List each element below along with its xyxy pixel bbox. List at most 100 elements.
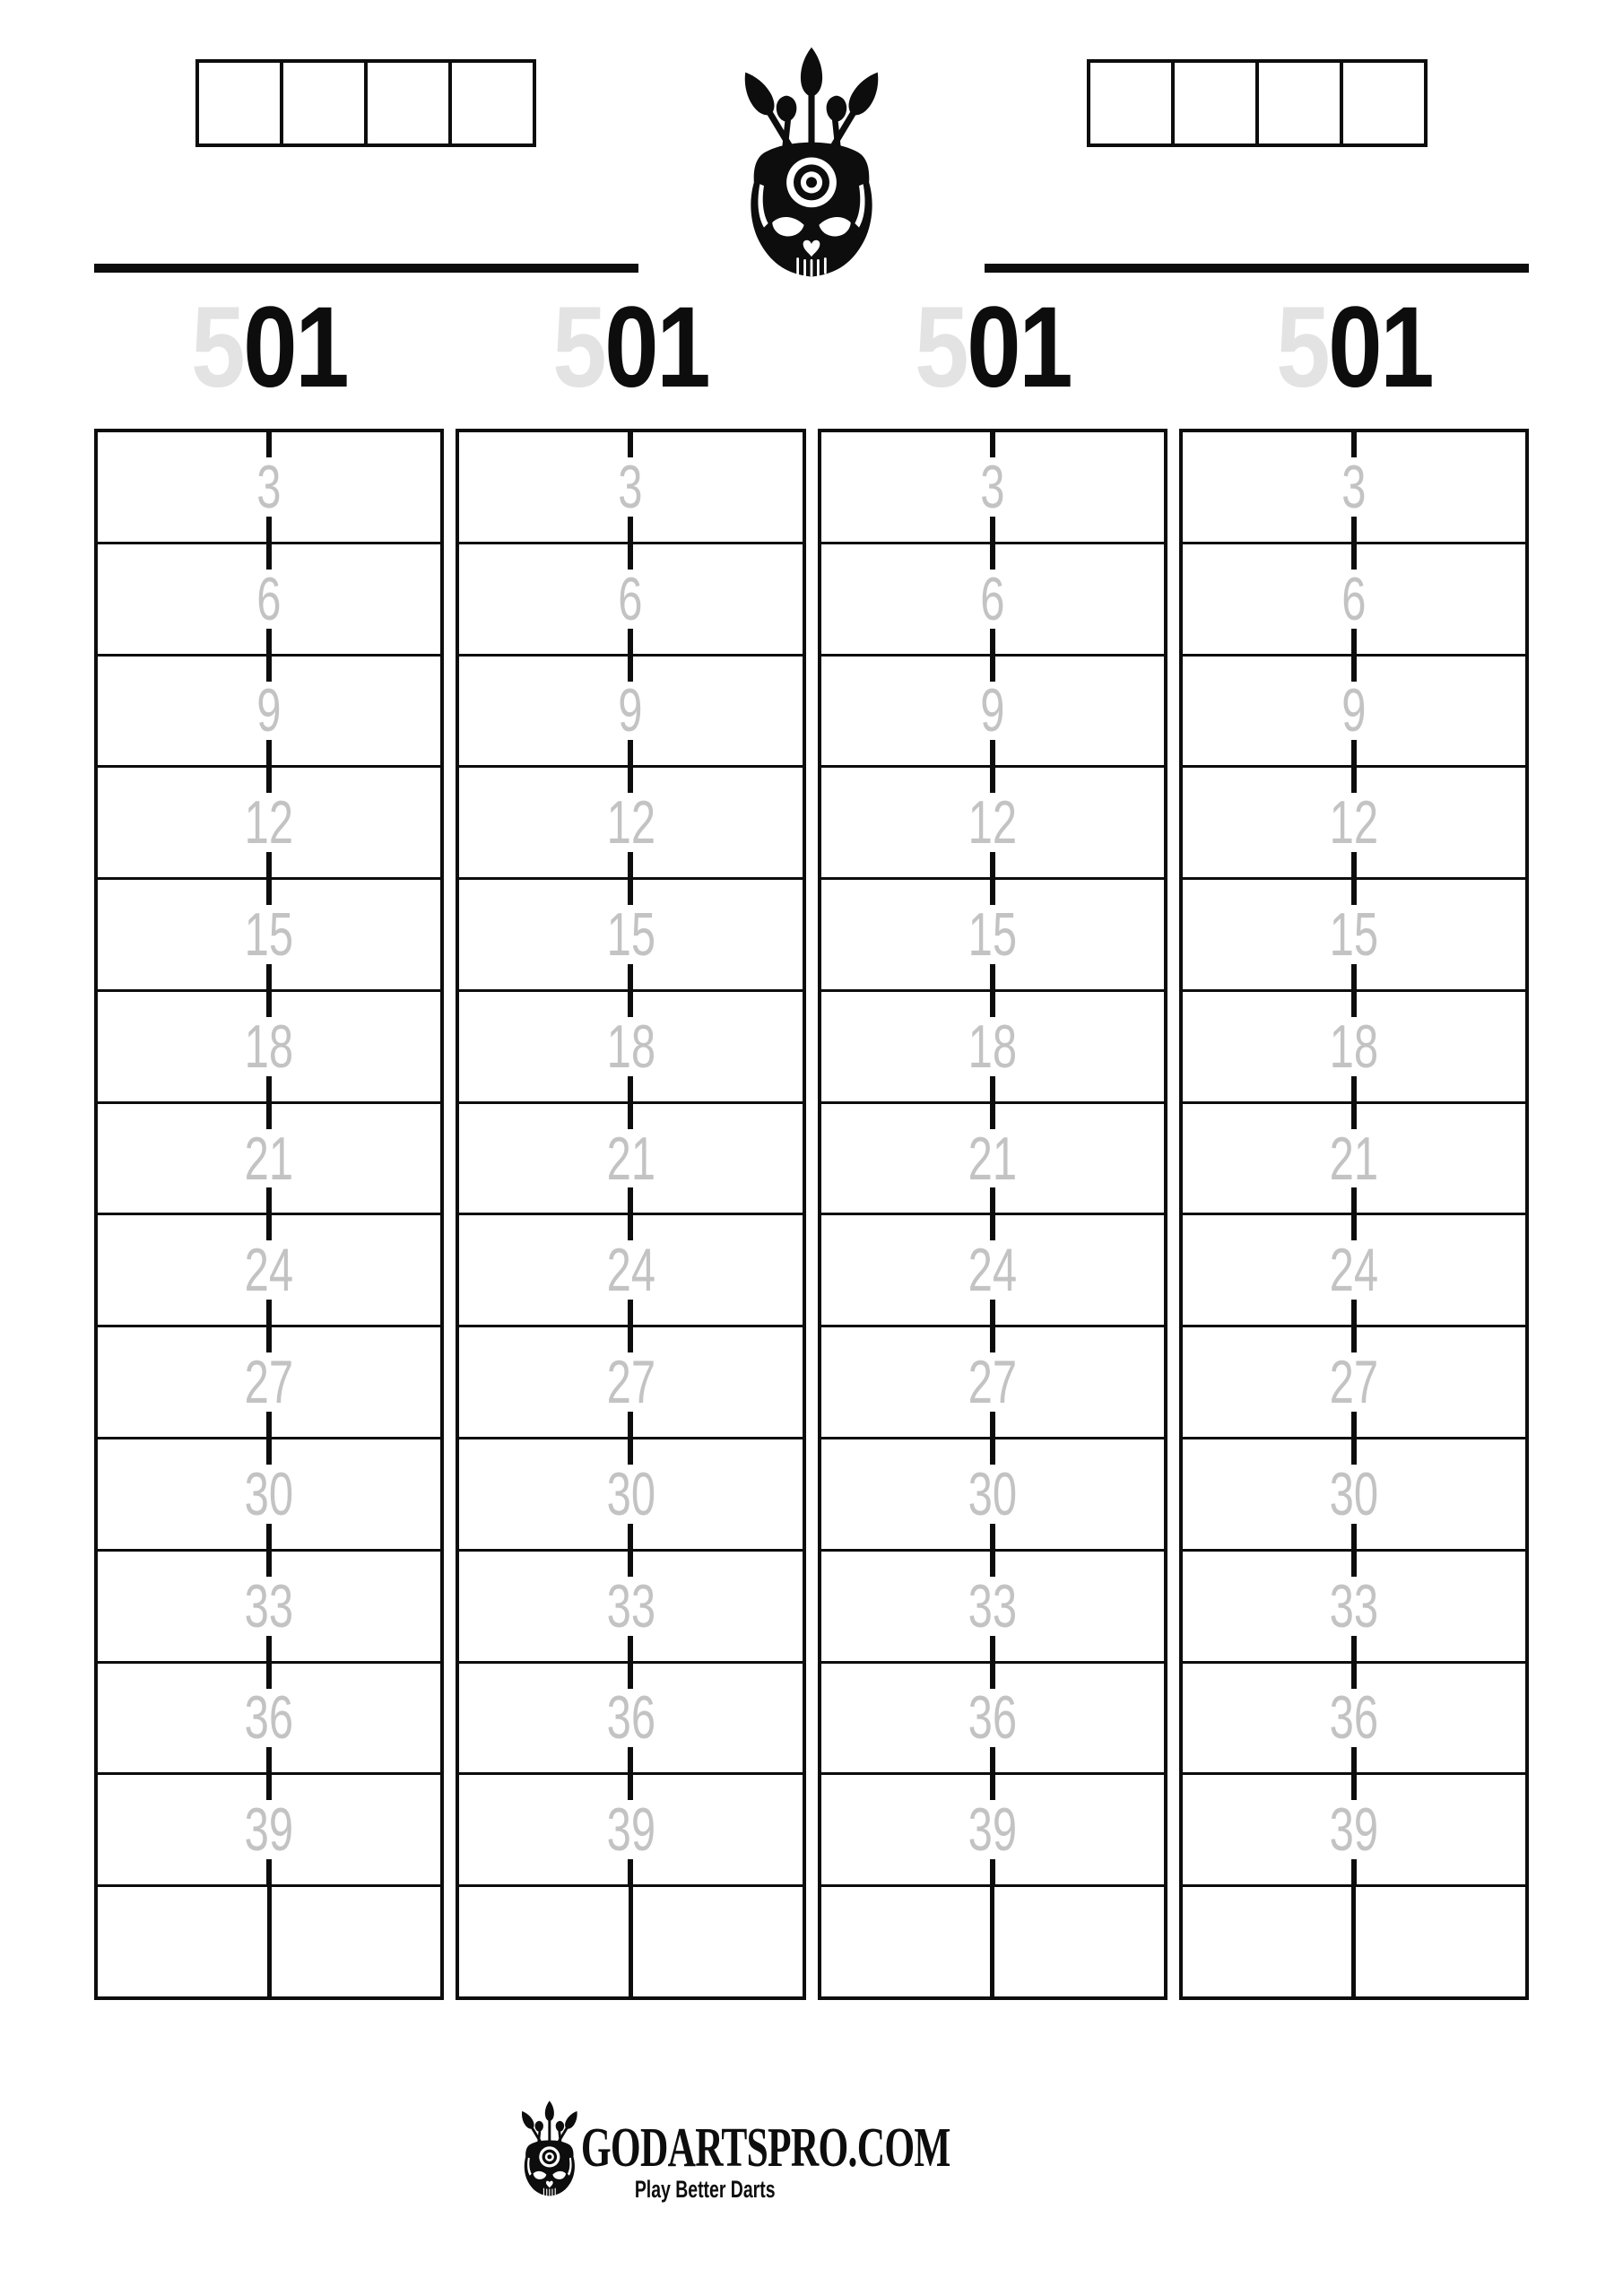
tick-mark-top	[989, 1775, 995, 1801]
tick-mark-bottom	[266, 1300, 273, 1328]
scorecards-row: 3 6 9 12 15 18 21 24 27 30 33 36 39 3 6 9 12 15 18 21 24 27 30…	[94, 429, 1529, 2000]
tick-mark-bottom	[1350, 1412, 1357, 1440]
tick-mark-bottom	[1350, 628, 1357, 657]
row-target-number: 30	[968, 1459, 1017, 1528]
score-row: 9	[820, 656, 1164, 769]
tick-mark-bottom	[628, 963, 634, 992]
score-table: 3 6 9 12 15 18 21 24 27 30 33 36 39	[1178, 429, 1529, 2000]
row-target-number: 12	[968, 788, 1017, 857]
score-row: 21	[820, 1103, 1164, 1216]
row-target-number: 33	[1329, 1571, 1379, 1640]
tick-mark-bottom	[1350, 1747, 1357, 1776]
row-target-number: 18	[606, 1012, 655, 1081]
tick-mark-bottom	[628, 740, 634, 769]
title-digits-black: 01	[966, 283, 1072, 412]
tick-mark-bottom	[266, 628, 273, 657]
score-row: 27	[98, 1327, 441, 1440]
score-table: 3 6 9 12 15 18 21 24 27 30 33 36 39	[94, 429, 445, 2000]
row-target-number: 9	[1341, 676, 1367, 745]
tick-mark-bottom	[989, 1075, 995, 1104]
tick-mark-bottom	[628, 1523, 634, 1552]
score-row: 24	[459, 1215, 803, 1328]
tick-mark-bottom	[266, 516, 273, 544]
tick-mark-top	[1350, 432, 1357, 457]
tick-mark-top	[628, 991, 634, 1017]
score-row: 30	[1182, 1439, 1525, 1552]
row-target-number: 18	[244, 1012, 294, 1081]
score-row: 30	[98, 1439, 441, 1552]
row-target-number: 27	[1329, 1348, 1379, 1417]
tick-mark-top	[628, 768, 634, 794]
score-row: 3	[1182, 432, 1525, 544]
score-row: 12	[459, 768, 803, 881]
final-row-cell	[459, 1887, 629, 1996]
tick-mark-bottom	[266, 852, 273, 881]
score-row: 30	[459, 1439, 803, 1552]
row-target-number: 9	[618, 676, 643, 745]
tick-mark-top	[1350, 1327, 1357, 1353]
row-target-number: 15	[968, 900, 1017, 970]
tick-mark-bottom	[628, 516, 634, 544]
row-target-number: 9	[979, 676, 1005, 745]
tick-mark-bottom	[628, 628, 634, 657]
tick-mark-bottom	[989, 1187, 995, 1216]
score-row: 24	[820, 1215, 1164, 1328]
final-row-cell	[266, 1887, 441, 1996]
tick-mark-top	[266, 1551, 273, 1577]
score-row: 15	[98, 880, 441, 992]
score-box-cell	[280, 63, 364, 144]
row-target-number: 27	[244, 1348, 294, 1417]
tick-mark-bottom	[628, 1859, 634, 1888]
row-target-number: 39	[606, 1796, 655, 1865]
score-row: 24	[98, 1215, 441, 1328]
tick-mark-bottom	[989, 1412, 995, 1440]
row-target-number: 12	[606, 788, 655, 857]
row-target-number: 33	[606, 1571, 655, 1640]
row-target-number: 30	[244, 1459, 294, 1528]
row-target-number: 6	[256, 564, 282, 633]
game-title-501: 5 01	[1205, 291, 1503, 405]
score-row: 39	[1182, 1775, 1525, 1888]
score-table: 3 6 9 12 15 18 21 24 27 30 33 36 39	[456, 429, 806, 2000]
title-digits-black: 01	[243, 283, 349, 412]
score-row: 18	[820, 991, 1164, 1104]
tick-mark-top	[266, 1775, 273, 1801]
skull-crown-darts-icon	[515, 2099, 585, 2199]
score-box-cell	[1090, 63, 1171, 144]
score-row: 12	[1182, 768, 1525, 881]
tick-mark-top	[628, 1215, 634, 1241]
tick-mark-top	[1350, 1551, 1357, 1577]
row-target-number: 6	[618, 564, 643, 633]
score-box-cell	[1255, 63, 1340, 144]
tick-mark-top	[266, 1663, 273, 1689]
tick-mark-top	[628, 880, 634, 906]
row-target-number: 3	[1341, 452, 1367, 521]
row-target-number: 12	[1329, 788, 1379, 857]
score-row: 36	[459, 1663, 803, 1776]
score-row: 36	[1182, 1663, 1525, 1776]
score-row: 39	[820, 1775, 1164, 1888]
score-box-cell	[199, 63, 280, 144]
tick-mark-top	[266, 1103, 273, 1129]
row-target-number: 21	[244, 1124, 294, 1193]
tick-mark-top	[989, 991, 995, 1017]
tick-mark-bottom	[266, 1859, 273, 1888]
score-box-cell	[364, 63, 448, 144]
tick-mark-bottom	[1350, 1859, 1357, 1888]
row-target-number: 18	[1329, 1012, 1379, 1081]
tick-mark-top	[628, 1439, 634, 1465]
score-row: 18	[1182, 991, 1525, 1104]
score-row: 12	[98, 768, 441, 881]
tick-mark-top	[628, 544, 634, 570]
row-target-number: 24	[1329, 1236, 1379, 1305]
score-row: 15	[820, 880, 1164, 992]
score-row: 18	[459, 991, 803, 1104]
row-target-number: 27	[968, 1348, 1017, 1417]
tick-mark-bottom	[628, 1187, 634, 1216]
row-target-number: 3	[618, 452, 643, 521]
tick-mark-top	[989, 1663, 995, 1689]
tick-mark-bottom	[1350, 963, 1357, 992]
row-target-number: 33	[968, 1571, 1017, 1640]
tick-mark-bottom	[1350, 1635, 1357, 1664]
row-target-number: 18	[968, 1012, 1017, 1081]
